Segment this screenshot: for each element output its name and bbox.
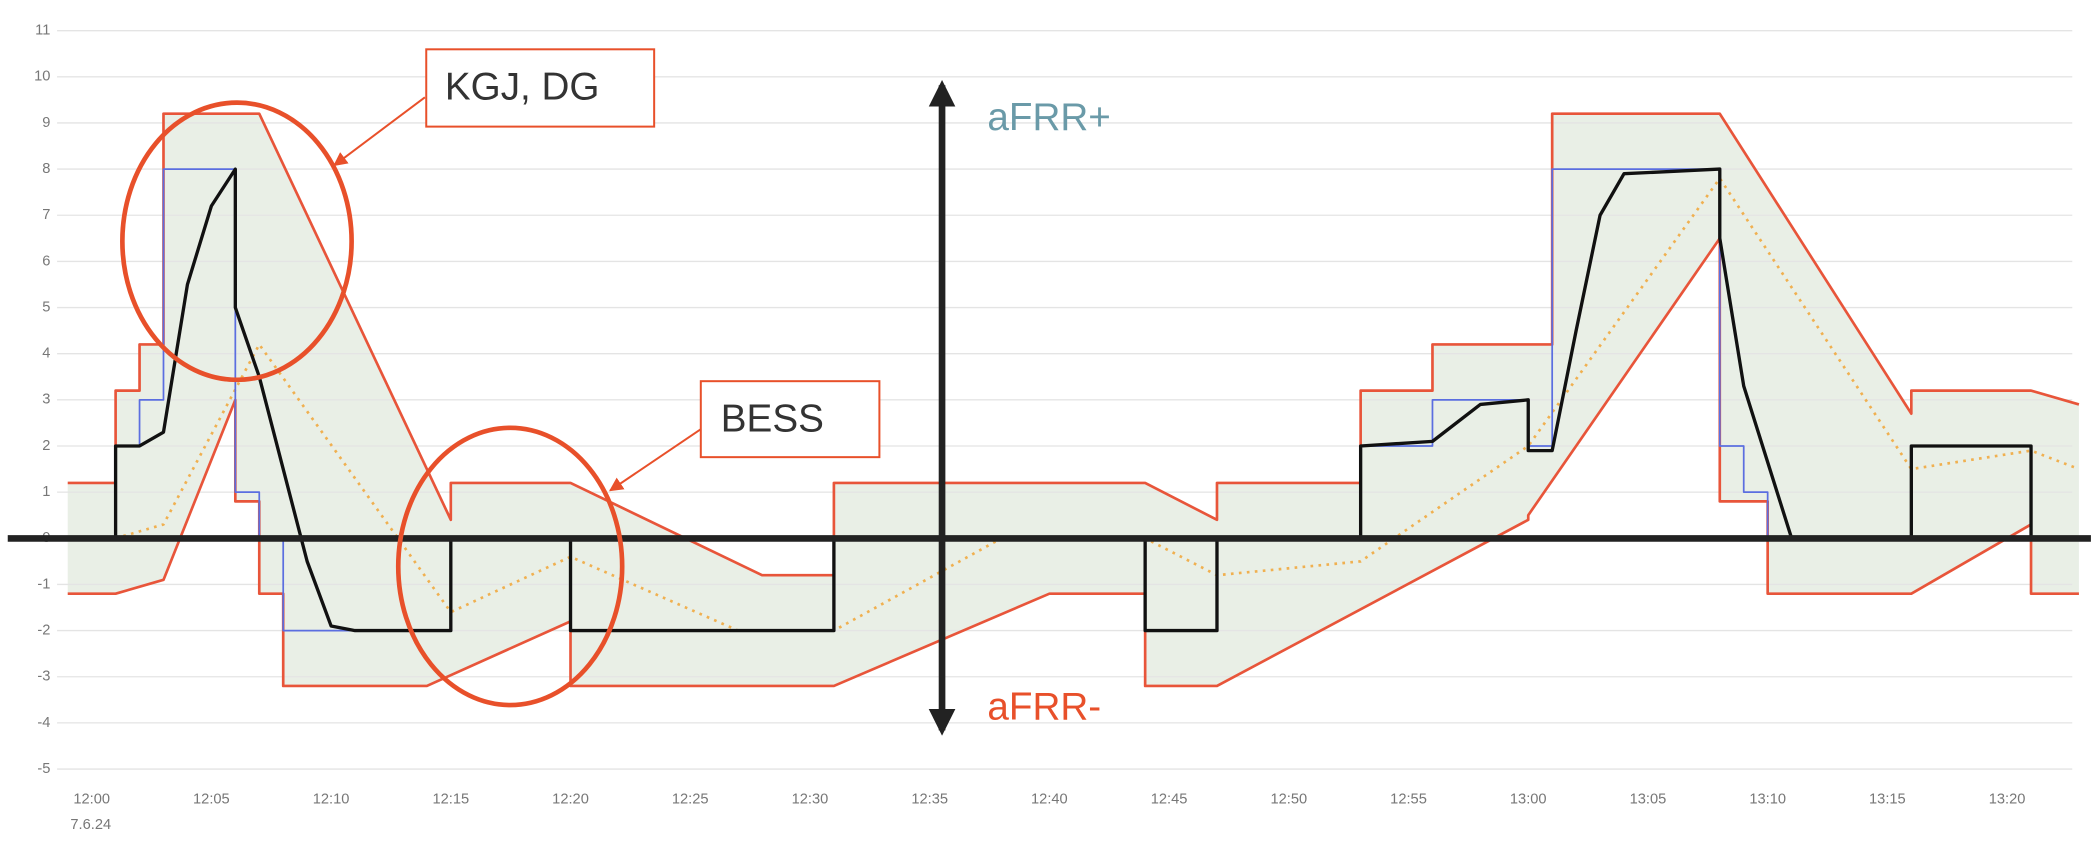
y-tick-label: 4 <box>42 346 50 362</box>
annotation: aFRR+ <box>987 96 1110 139</box>
y-tick-label: 8 <box>42 161 50 177</box>
highlight-ellipse <box>395 425 625 708</box>
x-tick-label: 13:00 <box>1510 792 1547 808</box>
x-tick-label: 12:00 <box>73 792 110 808</box>
annotation-box <box>699 380 881 459</box>
x-tick-label: 12:25 <box>672 792 709 808</box>
y-tick-label: -1 <box>37 576 50 592</box>
y-tick-label: 7 <box>42 207 50 223</box>
x-tick-label: 12:30 <box>792 792 829 808</box>
annotation: BESS <box>721 397 824 440</box>
x-tick-label: 12:10 <box>313 792 350 808</box>
series-line <box>67 236 2079 688</box>
x-tick-label: 12:35 <box>911 792 948 808</box>
x-tick-label: 12:40 <box>1031 792 1068 808</box>
series-line <box>67 167 2079 633</box>
annotation: KGJ, DG <box>445 66 600 109</box>
x-tick-label: 13:10 <box>1749 792 1786 808</box>
highlight-ellipse <box>120 100 354 383</box>
y-tick-label: -5 <box>37 761 50 777</box>
annotation-box <box>425 48 656 128</box>
y-tick-label: 1 <box>42 484 50 500</box>
annotation: aFRR- <box>987 685 1101 728</box>
y-tick-label: -3 <box>37 669 50 685</box>
y-tick-label: 10 <box>34 69 50 85</box>
y-tick-label: -2 <box>37 622 50 638</box>
y-tick-label: 9 <box>42 115 50 131</box>
y-tick-label: 6 <box>42 253 50 269</box>
y-tick-label: -4 <box>37 715 50 731</box>
annotation-arrow <box>333 96 426 167</box>
x-tick-label: 12:55 <box>1390 792 1427 808</box>
x-tick-label: 13:05 <box>1630 792 1667 808</box>
x-tick-label: 12:45 <box>1151 792 1188 808</box>
x-tick-label: 12:15 <box>432 792 469 808</box>
series-line <box>67 112 2080 577</box>
x-tick-label: 13:15 <box>1869 792 1906 808</box>
x-tick-label: 12:20 <box>552 792 589 808</box>
y-tick-label: 11 <box>35 23 50 39</box>
x-tick-label: 12:50 <box>1270 792 1307 808</box>
y-tick-label: 5 <box>42 299 50 315</box>
annotation-arrow <box>609 428 702 492</box>
x-tick-label: 13:20 <box>1989 792 2026 808</box>
y-tick-label: 2 <box>42 438 50 454</box>
x-tick-label: 12:05 <box>193 792 230 808</box>
y-tick-label: 3 <box>42 392 50 408</box>
x-date-label: 7.6.24 <box>70 817 111 833</box>
